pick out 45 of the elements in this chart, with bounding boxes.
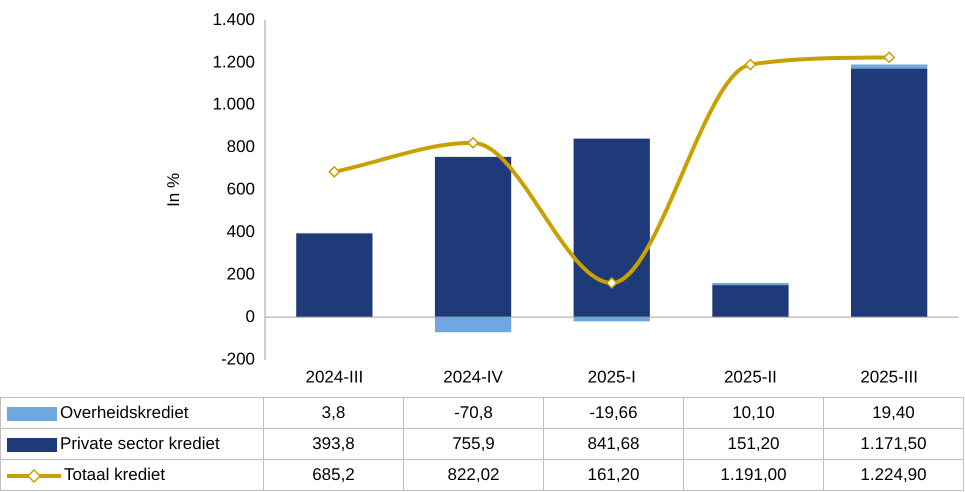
data-label: -70,8 — [404, 398, 544, 428]
data-label: 19,40 — [824, 398, 964, 428]
data-label: 1.224,90 — [824, 460, 964, 490]
legend-label: Totaal krediet — [0, 460, 264, 490]
data-label: 151,20 — [684, 428, 824, 460]
point — [328, 166, 340, 178]
data-label: 1.171,50 — [824, 428, 964, 460]
data-label: 393,8 — [264, 428, 404, 460]
point — [606, 277, 618, 289]
bar — [296, 234, 372, 318]
y-tick-label: 0 — [246, 306, 255, 326]
data-label: 1.191,00 — [684, 460, 824, 490]
point — [744, 58, 756, 70]
x-tick-label: 2025-III — [860, 367, 918, 386]
data-label: 685,2 — [264, 460, 404, 490]
x-tick-label: 2024-IV — [443, 367, 504, 386]
y-tick-label: 800 — [226, 137, 255, 156]
x-tick-label: 2024-III — [306, 367, 364, 386]
y-tick-label: -200 — [220, 349, 255, 368]
bar — [851, 68, 928, 318]
data-label: -19,66 — [544, 398, 684, 428]
y-tick-label: 1.200 — [212, 52, 255, 72]
legend-label: Overheidskrediet — [0, 398, 264, 428]
data-label: 3,8 — [264, 398, 404, 428]
data-label: 841,68 — [544, 428, 684, 460]
y-tick-label: 600 — [226, 180, 255, 199]
data-label: 10,10 — [684, 398, 824, 428]
x-tick-label: 2025-II — [724, 367, 777, 386]
x-tick-label: 2025-I — [588, 367, 636, 386]
bar — [712, 282, 789, 286]
point — [467, 137, 479, 149]
data-label: 161,20 — [544, 460, 684, 490]
bar — [574, 138, 650, 318]
y-axis-title: In % — [164, 172, 183, 207]
data-label: 755,9 — [404, 428, 544, 460]
bar — [434, 156, 512, 318]
y-tick-label: 1.400 — [212, 10, 255, 29]
legend-label: Private sector krediet — [0, 428, 264, 460]
bar — [712, 285, 789, 318]
y-tick-label: 400 — [226, 222, 255, 242]
y-tick-label: 200 — [226, 264, 255, 284]
bar — [434, 317, 512, 332]
data-label: 822,02 — [404, 460, 544, 490]
y-tick-label: 1.000 — [212, 94, 255, 114]
bar — [851, 64, 928, 69]
